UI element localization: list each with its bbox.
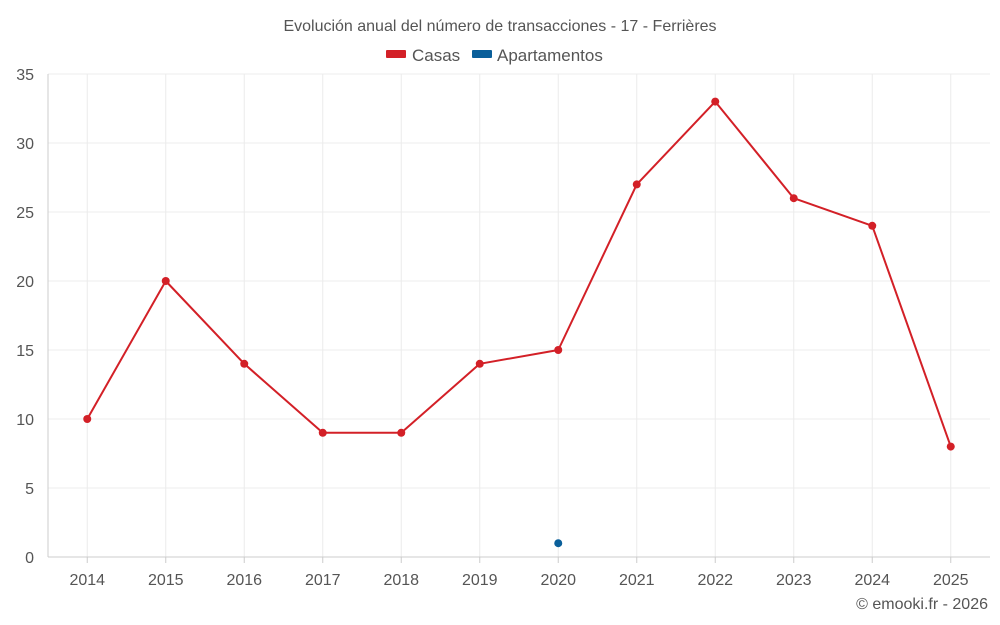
- x-tick-label: 2023: [776, 572, 812, 589]
- y-tick-label: 20: [16, 274, 34, 291]
- data-point-apartamentos[interactable]: [554, 539, 563, 548]
- x-tick-label: 2020: [540, 572, 576, 589]
- data-point-casas[interactable]: [475, 359, 484, 368]
- x-tick-label: 2017: [305, 572, 341, 589]
- x-tick-label: 2019: [462, 572, 498, 589]
- series-apartamentos: [554, 539, 563, 548]
- data-point-casas[interactable]: [318, 428, 327, 437]
- data-point-casas[interactable]: [397, 428, 406, 437]
- data-point-casas[interactable]: [868, 221, 877, 230]
- y-tick-label: 30: [16, 136, 34, 153]
- legend-item-apartamentos[interactable]: Apartamentos: [472, 46, 603, 65]
- legend-label-apartamentos: Apartamentos: [497, 46, 603, 65]
- chart-title: Evolución anual del número de transaccio…: [283, 18, 716, 35]
- x-tick-label: 2024: [854, 572, 890, 589]
- y-tick-label: 0: [25, 550, 34, 567]
- series: [83, 97, 955, 548]
- x-tick-label: 2014: [69, 572, 105, 589]
- data-point-casas[interactable]: [554, 346, 563, 354]
- legend-label-casas: Casas: [412, 46, 460, 65]
- credit-text: © emooki.fr - 2026: [856, 596, 988, 613]
- data-point-casas[interactable]: [711, 97, 720, 106]
- data-point-casas[interactable]: [946, 442, 955, 451]
- data-point-casas[interactable]: [240, 359, 249, 368]
- y-tick-label: 15: [16, 343, 34, 360]
- x-tick-label: 2015: [148, 572, 184, 589]
- x-tick-label: 2018: [383, 572, 419, 589]
- series-casas: [83, 97, 955, 451]
- data-point-casas[interactable]: [632, 180, 641, 189]
- x-tick-label: 2021: [619, 572, 655, 589]
- legend-item-casas[interactable]: Casas: [386, 46, 460, 65]
- x-tick-label: 2022: [697, 572, 733, 589]
- data-point-casas[interactable]: [789, 194, 798, 203]
- y-tick-label: 10: [16, 412, 34, 429]
- x-tick-label: 2016: [226, 572, 262, 589]
- legend-swatch-apartamentos: [472, 50, 492, 58]
- y-tick-label: 5: [25, 481, 34, 498]
- data-point-casas[interactable]: [83, 415, 92, 423]
- series-line-casas: [86, 100, 952, 447]
- y-tick-label: 35: [16, 67, 34, 84]
- legend-swatch-casas: [386, 50, 406, 58]
- y-tick-label: 25: [16, 205, 34, 222]
- grid: [48, 73, 990, 557]
- x-tick-label: 2025: [933, 572, 969, 589]
- legend: Casas Apartamentos: [386, 46, 603, 65]
- data-point-casas[interactable]: [161, 277, 170, 285]
